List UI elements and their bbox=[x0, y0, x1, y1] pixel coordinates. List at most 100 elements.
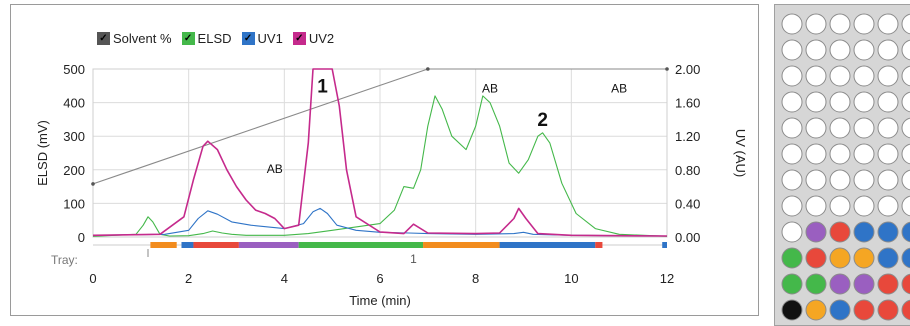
plate-well[interactable] bbox=[805, 299, 827, 321]
plate-well[interactable] bbox=[877, 91, 899, 113]
tray-segment[interactable] bbox=[423, 242, 500, 248]
plate-well[interactable] bbox=[853, 221, 875, 243]
plate-well[interactable] bbox=[853, 143, 875, 165]
plate-well[interactable] bbox=[901, 117, 910, 139]
tray-segment[interactable] bbox=[298, 242, 424, 248]
plate-well[interactable] bbox=[877, 117, 899, 139]
plate-well[interactable] bbox=[853, 91, 875, 113]
plate-well[interactable] bbox=[829, 221, 851, 243]
plate-well[interactable] bbox=[853, 169, 875, 191]
plate-well[interactable] bbox=[805, 65, 827, 87]
plate-well[interactable] bbox=[901, 273, 910, 295]
plate-well[interactable] bbox=[877, 299, 899, 321]
plate-well[interactable] bbox=[781, 91, 803, 113]
plate-well[interactable] bbox=[829, 195, 851, 217]
plate-well[interactable] bbox=[901, 221, 910, 243]
plate-well[interactable] bbox=[805, 39, 827, 61]
plate-well[interactable] bbox=[781, 65, 803, 87]
plate-well[interactable] bbox=[877, 247, 899, 269]
uv1-checkbox-icon[interactable]: ✓ bbox=[241, 32, 255, 45]
plate-well[interactable] bbox=[781, 117, 803, 139]
plate-well[interactable] bbox=[829, 65, 851, 87]
plate-well[interactable] bbox=[829, 273, 851, 295]
annotation-label: AB bbox=[267, 162, 283, 176]
plate-well[interactable] bbox=[829, 91, 851, 113]
plate-well[interactable] bbox=[901, 13, 910, 35]
y-left-tick-label: 300 bbox=[63, 129, 85, 144]
tray-segment[interactable] bbox=[181, 242, 194, 248]
plate-well[interactable] bbox=[781, 247, 803, 269]
plate-well[interactable] bbox=[853, 247, 875, 269]
elsd-checkbox-icon[interactable]: ✓ bbox=[181, 32, 195, 45]
plate-well[interactable] bbox=[805, 169, 827, 191]
tray-segment[interactable] bbox=[499, 242, 596, 248]
plate-well[interactable] bbox=[829, 247, 851, 269]
plate-well[interactable] bbox=[805, 273, 827, 295]
tray-segment[interactable] bbox=[193, 242, 239, 248]
tray-segment[interactable] bbox=[238, 242, 299, 248]
plate-well[interactable] bbox=[829, 13, 851, 35]
tray-segment[interactable] bbox=[662, 242, 667, 248]
plate-well[interactable] bbox=[877, 13, 899, 35]
plate-well[interactable] bbox=[829, 299, 851, 321]
plate-well[interactable] bbox=[781, 169, 803, 191]
plate-well[interactable] bbox=[877, 221, 899, 243]
sample-plate[interactable] bbox=[775, 5, 910, 325]
series-line-uv1[interactable] bbox=[92, 207, 668, 237]
solvent-point bbox=[91, 182, 95, 186]
plate-well[interactable] bbox=[853, 39, 875, 61]
plate-well[interactable] bbox=[805, 91, 827, 113]
plate-well[interactable] bbox=[901, 143, 910, 165]
plate-well[interactable] bbox=[877, 39, 899, 61]
plate-well[interactable] bbox=[901, 91, 910, 113]
plate-well[interactable] bbox=[853, 195, 875, 217]
plate-well[interactable] bbox=[781, 273, 803, 295]
solvent-checkbox-icon[interactable]: ✓ bbox=[97, 32, 110, 45]
plate-well[interactable] bbox=[829, 39, 851, 61]
plate-well[interactable] bbox=[901, 169, 910, 191]
plate-well[interactable] bbox=[781, 221, 803, 243]
plate-well[interactable] bbox=[877, 169, 899, 191]
plate-well[interactable] bbox=[805, 195, 827, 217]
plate-well[interactable] bbox=[901, 247, 910, 269]
plate-well[interactable] bbox=[853, 13, 875, 35]
plate-well[interactable] bbox=[901, 195, 910, 217]
plate-well[interactable] bbox=[853, 273, 875, 295]
plate-well[interactable] bbox=[805, 221, 827, 243]
uv2-checkbox-icon[interactable]: ✓ bbox=[292, 32, 306, 45]
plate-well[interactable] bbox=[805, 143, 827, 165]
plate-well[interactable] bbox=[829, 169, 851, 191]
plate-well[interactable] bbox=[805, 247, 827, 269]
plate-well[interactable] bbox=[877, 273, 899, 295]
plate-well[interactable] bbox=[877, 143, 899, 165]
plate-well[interactable] bbox=[805, 13, 827, 35]
legend-item-solvent[interactable]: ✓ Solvent % bbox=[97, 31, 172, 46]
plate-well[interactable] bbox=[901, 39, 910, 61]
y-right-tick-label: 1.20 bbox=[675, 129, 700, 144]
plate-well[interactable] bbox=[853, 299, 875, 321]
x-tick-label: 12 bbox=[660, 271, 674, 286]
chart-legend: ✓ Solvent % ✓ ELSD ✓ UV1 ✓ UV2 bbox=[97, 31, 334, 46]
plate-well[interactable] bbox=[829, 117, 851, 139]
plate-well[interactable] bbox=[829, 143, 851, 165]
legend-item-uv1[interactable]: ✓ UV1 bbox=[241, 31, 283, 46]
plate-well[interactable] bbox=[805, 117, 827, 139]
plate-well[interactable] bbox=[901, 299, 910, 321]
legend-item-uv2[interactable]: ✓ UV2 bbox=[292, 31, 334, 46]
plate-well[interactable] bbox=[853, 117, 875, 139]
series-line-elsd[interactable] bbox=[92, 95, 668, 237]
plate-well[interactable] bbox=[877, 195, 899, 217]
tray-segment[interactable] bbox=[150, 242, 177, 248]
plate-well[interactable] bbox=[781, 299, 803, 321]
plate-well[interactable] bbox=[853, 65, 875, 87]
plate-well[interactable] bbox=[877, 65, 899, 87]
plate-well[interactable] bbox=[781, 13, 803, 35]
chromatogram-plot[interactable]: 0 2 4 6 8 10 1201002003004005000.000.400.801.2… bbox=[11, 5, 758, 315]
series-line-uv2[interactable] bbox=[92, 68, 668, 237]
legend-item-elsd[interactable]: ✓ ELSD bbox=[181, 31, 232, 46]
plate-well[interactable] bbox=[901, 65, 910, 87]
tray-segment[interactable] bbox=[595, 242, 603, 248]
plate-well[interactable] bbox=[781, 39, 803, 61]
plate-well[interactable] bbox=[781, 195, 803, 217]
plate-well[interactable] bbox=[781, 143, 803, 165]
